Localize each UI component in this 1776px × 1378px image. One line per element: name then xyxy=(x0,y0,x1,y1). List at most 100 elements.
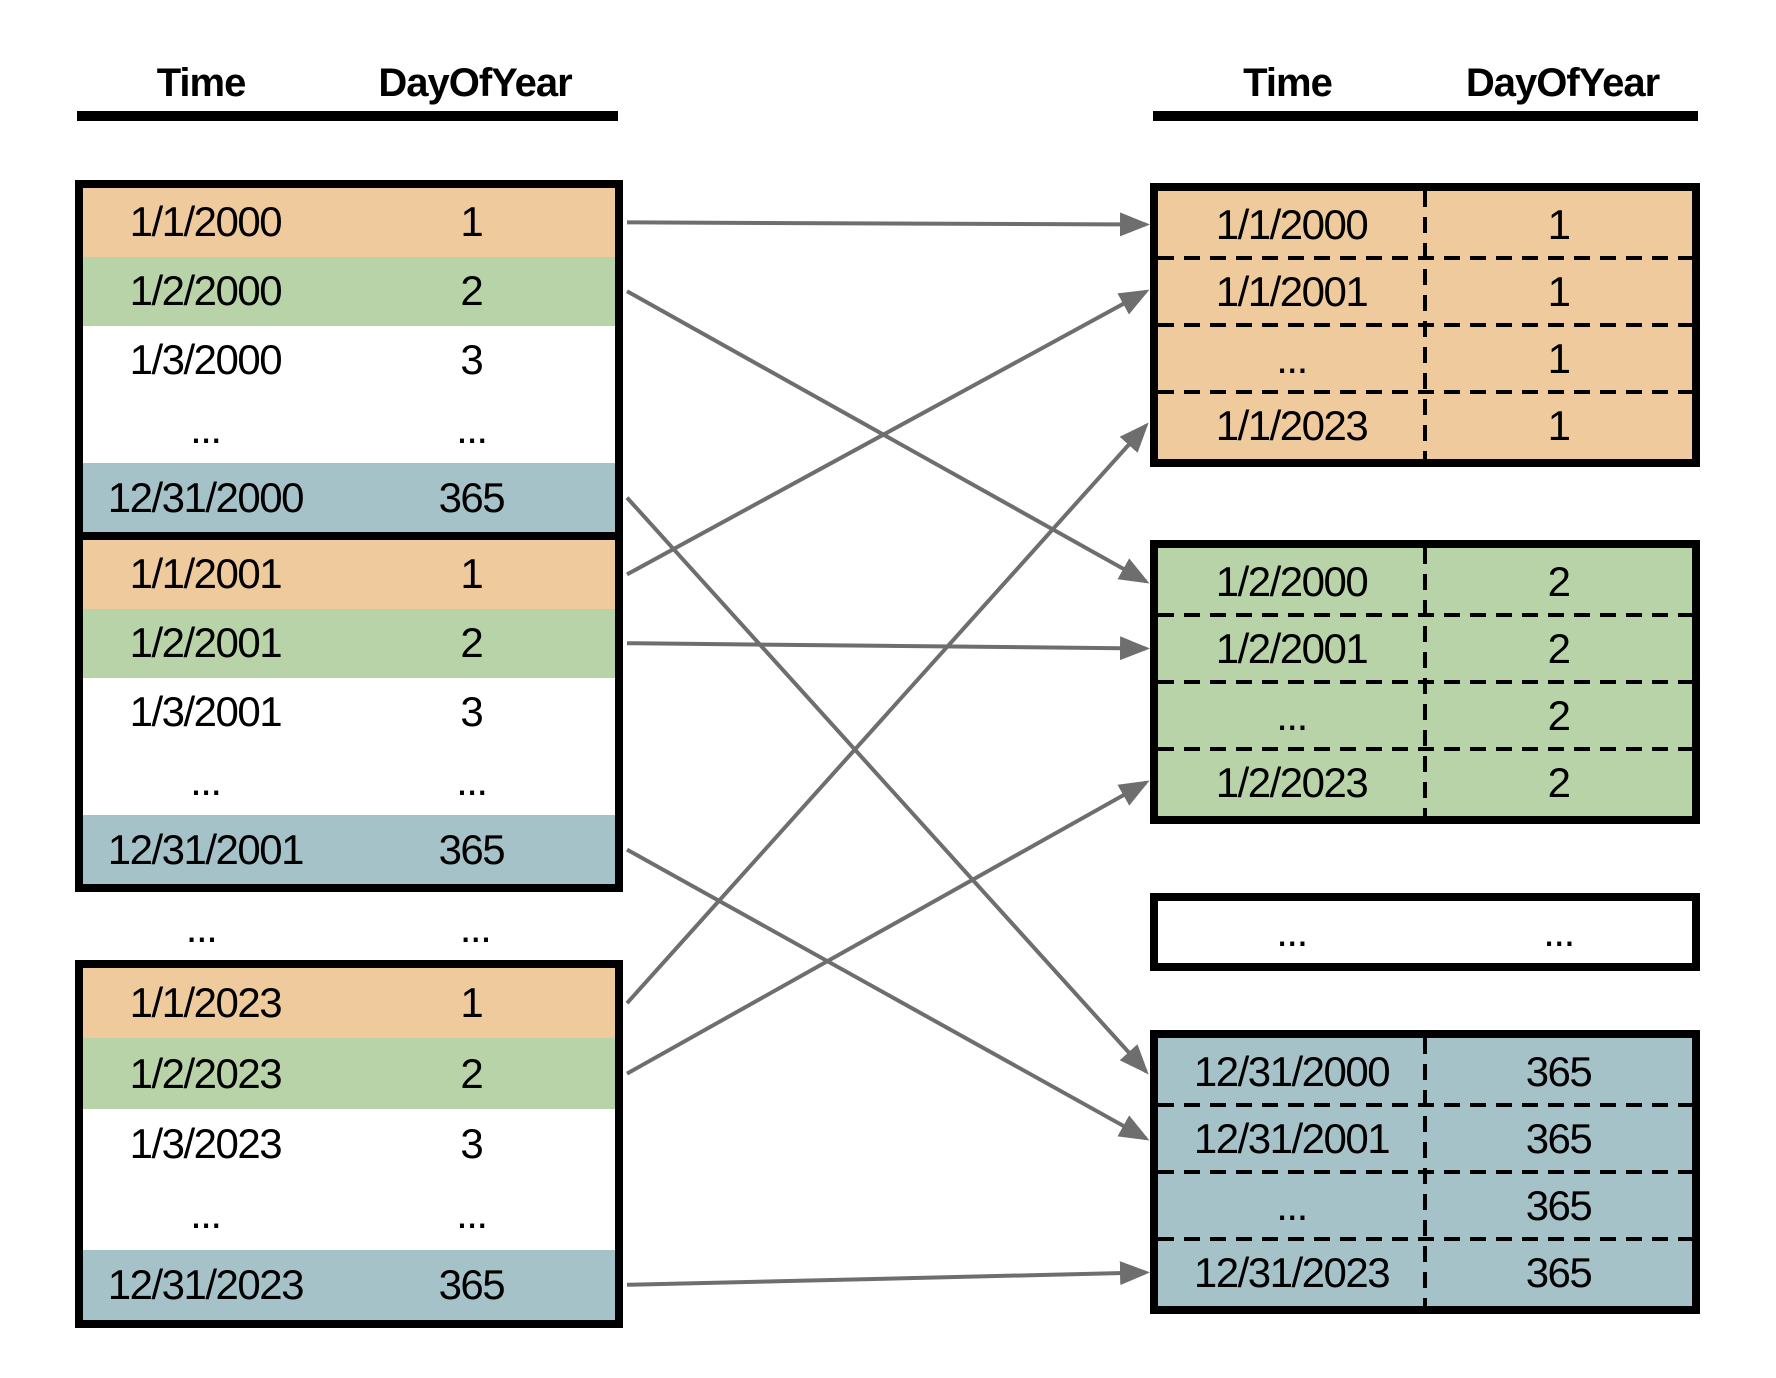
time-cell: ... xyxy=(1276,908,1308,955)
time-column-header: Time xyxy=(1243,61,1333,105)
year-table-2001: 1/1/2001 1 1/2/2001 2 1/3/2001 3...... 12/31/2… xyxy=(75,532,623,892)
table-row: 12/31/2001 365 xyxy=(83,815,615,884)
table-row: ...... xyxy=(83,746,615,816)
dayofyear-cell: 1 xyxy=(460,198,483,246)
dayofyear-column-header: DayOfYear xyxy=(378,61,572,105)
table-row: 12/31/2000 365 xyxy=(1158,1038,1692,1105)
group-table-day-2: 1/2/2000 2 1/2/2001 2... 2 1/2/2023 2 xyxy=(1150,540,1700,824)
dayofyear-column-header: DayOfYear xyxy=(1465,61,1660,105)
year-table-2000: 1/1/2000 1 1/2/2000 2 1/3/2000 3...... 12/31/2… xyxy=(75,180,623,540)
dayofyear-cell: 2 xyxy=(1547,557,1571,605)
time-cell: ... xyxy=(1276,334,1308,382)
left-header-underline xyxy=(77,111,618,121)
dayofyear-cell: 365 xyxy=(1525,1114,1593,1162)
time-column-header: Time xyxy=(156,61,247,105)
table-row: 1/1/2001 1 xyxy=(1158,258,1692,325)
left-ellipsis-row: ...... xyxy=(75,897,623,959)
time-cell: 1/3/2001 xyxy=(129,687,283,735)
dayofyear-cell: 1 xyxy=(1547,334,1571,382)
time-cell: ... xyxy=(190,404,222,452)
group-table-day-1: 1/1/2000 1 1/1/2001 1... 1 1/1/2023 1 xyxy=(1150,183,1700,467)
time-cell: ... xyxy=(190,1190,222,1238)
table-row: 1/3/2000 3 xyxy=(83,325,615,395)
time-cell: 1/2/2001 xyxy=(1215,624,1369,672)
time-cell: 12/31/2000 xyxy=(1193,1047,1391,1095)
group-table-day-365: 12/31/2000 365 12/31/2001 365... 365 12/31/20… xyxy=(1150,1030,1700,1314)
mapping-arrow xyxy=(626,636,1150,661)
dayofyear-cell: ... xyxy=(456,404,488,452)
table-row: 1/2/2000 2 xyxy=(1158,548,1692,615)
group-table-ellipsis: ...... xyxy=(1150,893,1700,971)
table-row: 12/31/2023 365 xyxy=(83,1249,615,1320)
right-header-underline xyxy=(1153,111,1698,121)
time-cell: 12/31/2023 xyxy=(107,1260,305,1308)
mapping-arrow xyxy=(626,847,1150,1141)
dayofyear-cell: 365 xyxy=(1525,1047,1593,1095)
table-row: 1/2/2001 2 xyxy=(83,608,615,678)
dayofyear-cell: 1 xyxy=(1547,200,1571,248)
time-cell: 1/3/2023 xyxy=(129,1119,283,1167)
table-row: 1/1/2000 1 xyxy=(1158,191,1692,258)
dayofyear-cell: 3 xyxy=(460,335,483,383)
mapping-arrow xyxy=(626,289,1150,577)
table-row: 1/2/2000 2 xyxy=(83,256,615,326)
time-cell: 1/1/2000 xyxy=(129,198,283,246)
mapping-arrow xyxy=(626,212,1150,237)
time-cell: 1/1/2001 xyxy=(129,550,283,598)
dayofyear-cell: 365 xyxy=(438,1260,506,1308)
table-row: 1/2/2023 2 xyxy=(1158,749,1692,816)
table-row: 1/1/2023 1 xyxy=(1158,392,1692,459)
time-cell: 1/2/2000 xyxy=(129,267,283,315)
time-cell: 1/1/2023 xyxy=(1215,401,1369,449)
mapping-arrow xyxy=(625,496,1149,1075)
table-row: 1/1/2001 1 xyxy=(83,540,615,609)
time-cell: 12/31/2001 xyxy=(107,825,305,873)
dayofyear-cell: ... xyxy=(1543,908,1575,955)
table-row: ...... xyxy=(83,394,615,464)
dayofyear-cell: 3 xyxy=(460,1119,483,1167)
dayofyear-cell: 365 xyxy=(1525,1181,1593,1229)
time-cell: ... xyxy=(190,756,222,804)
mapping-arrow xyxy=(625,422,1149,1005)
mapping-arrow xyxy=(626,289,1150,584)
dashed-column-divider xyxy=(1423,1038,1427,1306)
time-cell: 1/2/2023 xyxy=(1215,758,1369,806)
dayofyear-cell: 1 xyxy=(1547,267,1571,315)
time-cell: ... xyxy=(1276,1181,1308,1229)
table-row: 1/3/2001 3 xyxy=(83,677,615,747)
dayofyear-cell: 2 xyxy=(1547,691,1571,739)
dayofyear-cell: 1 xyxy=(460,550,483,598)
table-row: 12/31/2023 365 xyxy=(1158,1239,1692,1306)
dayofyear-cell: 2 xyxy=(460,619,483,667)
dayofyear-cell: 2 xyxy=(1547,624,1571,672)
year-table-2023: 1/1/2023 1 1/2/2023 2 1/3/2023 3...... 12/31/2… xyxy=(75,960,623,1328)
table-row: 1/3/2023 3 xyxy=(83,1108,615,1180)
mapping-arrow xyxy=(626,1261,1150,1287)
time-cell: 1/1/2023 xyxy=(129,979,283,1027)
time-cell: 1/3/2000 xyxy=(129,335,283,383)
dayofyear-cell: 2 xyxy=(1547,758,1571,806)
table-row: 12/31/2000 365 xyxy=(83,463,615,532)
time-cell: 1/2/2023 xyxy=(129,1049,283,1097)
mapping-arrow xyxy=(626,780,1150,1076)
table-row: ...... xyxy=(1158,901,1692,963)
dayofyear-cell: 1 xyxy=(1547,401,1571,449)
table-row: 1/2/2001 2 xyxy=(1158,615,1692,682)
table-row: ... 365 xyxy=(1158,1172,1692,1239)
dashed-column-divider xyxy=(1423,548,1427,816)
table-row: 1/1/2000 1 xyxy=(83,188,615,257)
time-cell: ... xyxy=(1276,691,1308,739)
table-row: 1/1/2023 1 xyxy=(83,968,615,1039)
dayofyear-cell: 3 xyxy=(460,687,483,735)
left-column-header-row: Time DayOfYear xyxy=(75,58,623,106)
time-cell: 12/31/2001 xyxy=(1193,1114,1391,1162)
time-cell: 1/2/2000 xyxy=(1215,557,1369,605)
table-row: ... 2 xyxy=(1158,682,1692,749)
time-cell: 1/1/2000 xyxy=(1215,200,1369,248)
time-cell: 1/2/2001 xyxy=(129,619,283,667)
dayofyear-cell: 2 xyxy=(460,1049,483,1097)
dayofyear-cell: 2 xyxy=(460,267,483,315)
right-column-header-row: Time DayOfYear xyxy=(1150,58,1700,106)
dayofyear-cell: 365 xyxy=(1525,1248,1593,1296)
